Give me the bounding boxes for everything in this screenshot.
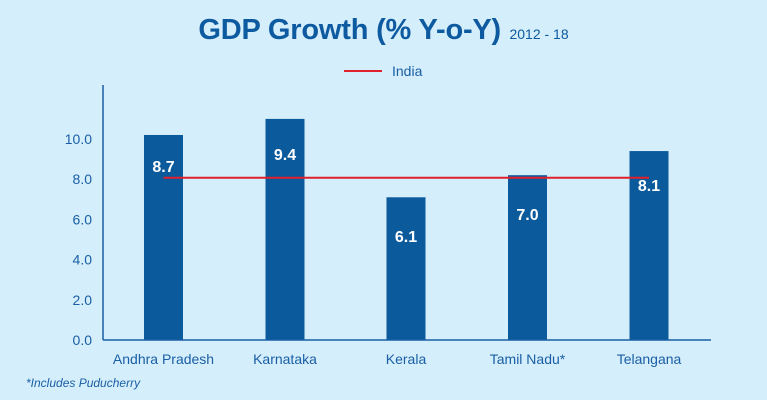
bar-2 [265,118,305,341]
y-tick-label: 10.0 [65,131,92,147]
chart-title-main: GDP Growth (% Y-o-Y) [198,14,502,46]
bar-3 [386,197,426,340]
bar-5 [629,151,669,340]
bar-data-label: 8.7 [152,159,174,176]
bar-data-label: 6.1 [395,229,417,246]
x-category-label: Karnataka [253,351,317,367]
bar-4 [508,175,547,340]
footnote: *Includes Puducherry [26,376,141,390]
y-tick-label: 8.0 [73,171,93,187]
x-category-label: Andhra Pradesh [113,351,214,367]
legend-india-label: India [392,63,423,79]
bar-data-label: 8.1 [638,178,660,195]
chart-subtitle: 2012 - 18 [509,26,569,42]
bar-1 [144,134,183,340]
x-category-label: Tamil Nadu* [490,351,566,367]
bar-data-label: 9.4 [274,147,296,164]
y-tick-label: 0.0 [73,332,93,348]
legend: India [344,63,422,79]
bar-data-label: 7.0 [516,207,538,224]
legend-india-line-swatch [344,70,382,72]
y-tick-label: 2.0 [73,292,93,308]
y-tick-label: 6.0 [73,211,93,227]
x-category-label: Telangana [617,351,682,367]
x-category-label: Kerala [386,351,427,367]
y-tick-label: 4.0 [73,252,93,268]
chart-title: GDP Growth (% Y-o-Y) 2012 - 18 [0,14,767,47]
